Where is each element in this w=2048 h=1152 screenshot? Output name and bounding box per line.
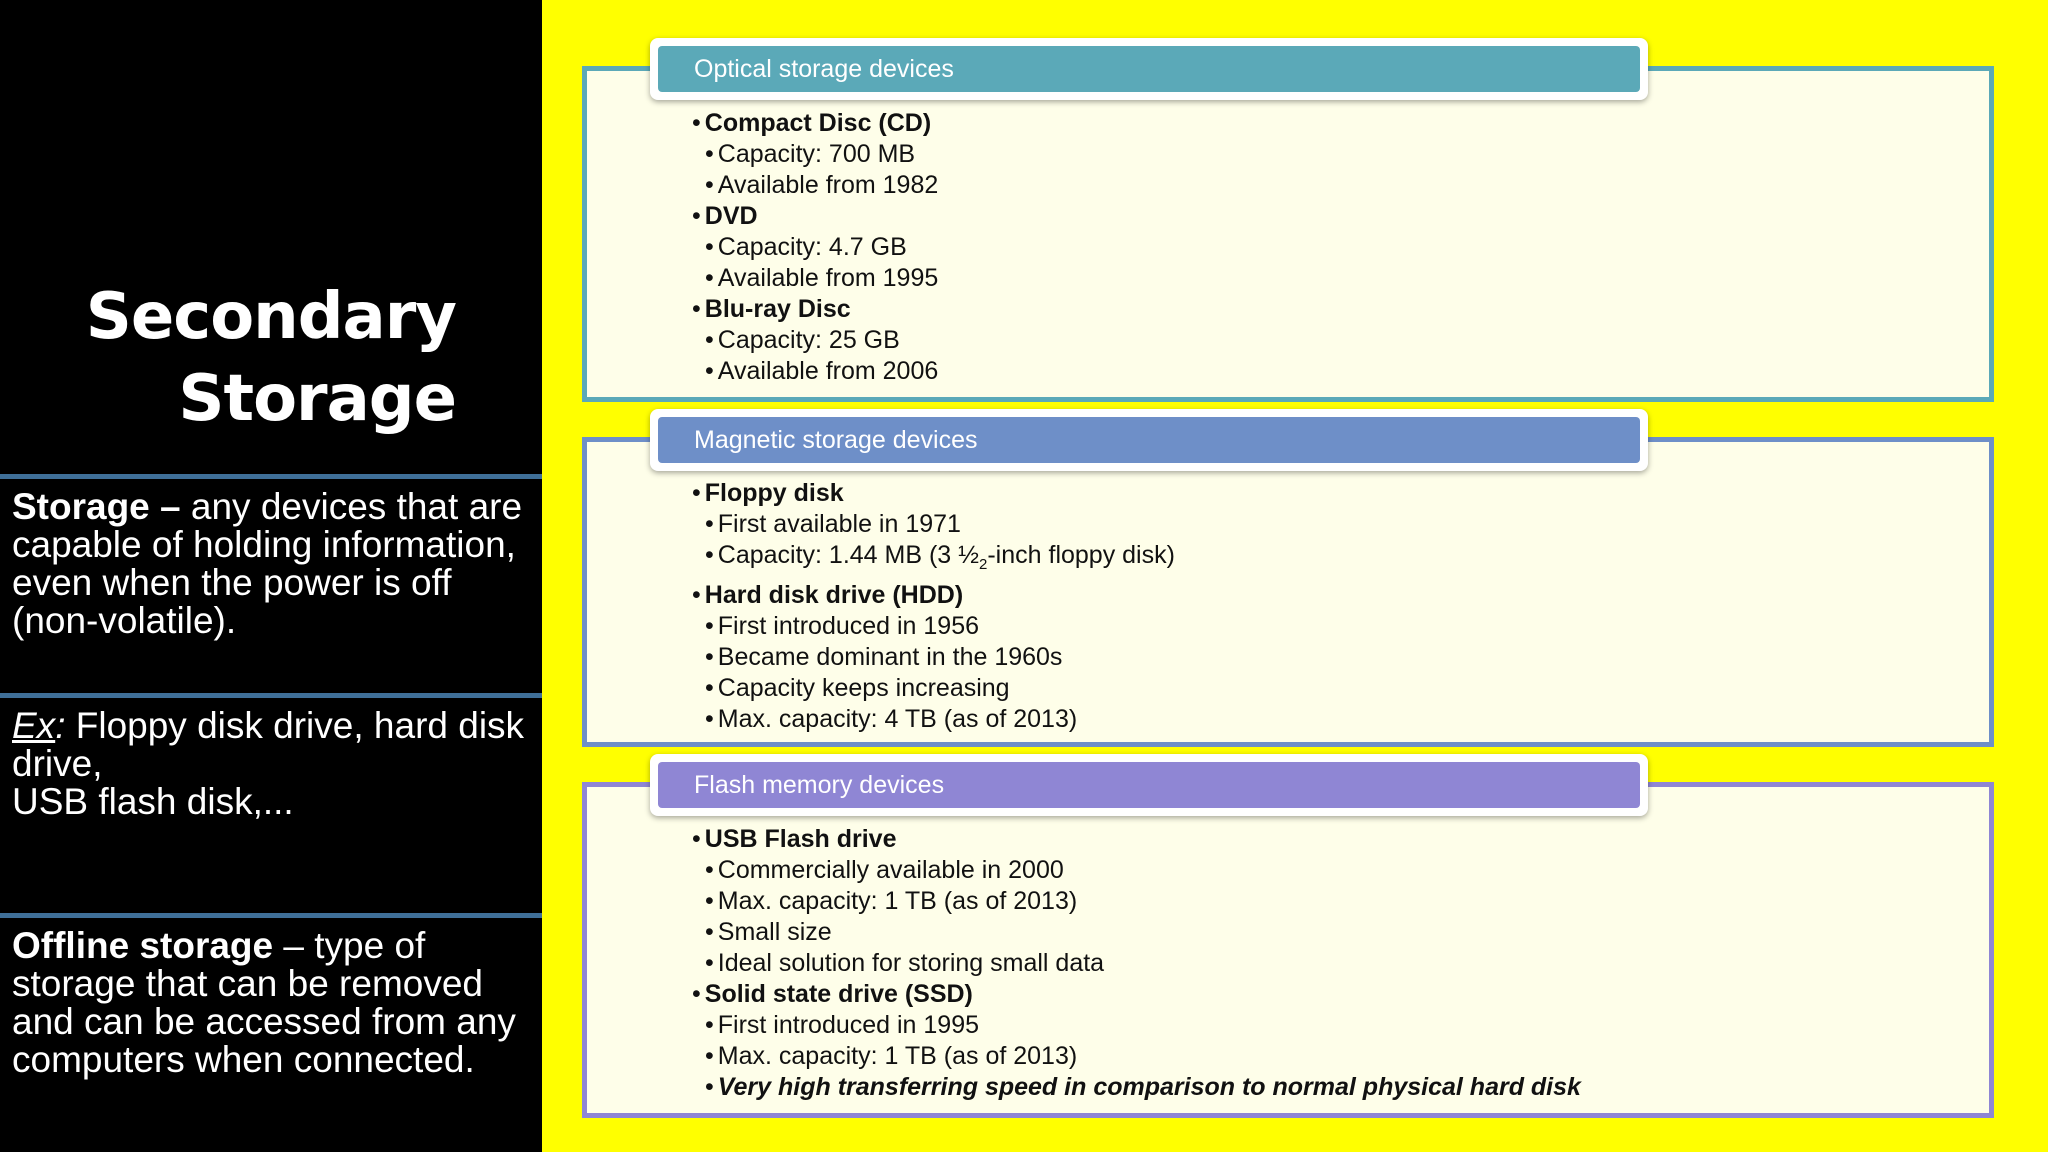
magnetic-header: Magnetic storage devices: [650, 409, 1648, 471]
optical-header-label: Optical storage devices: [658, 46, 1640, 92]
device-item: DVD: [692, 201, 938, 232]
optical-list: Compact Disc (CD)Capacity: 700 MBAvailab…: [692, 108, 939, 387]
example-line-2: USB flash disk,...: [12, 781, 294, 822]
device-detail: Capacity: 700 MB: [692, 139, 938, 170]
flash-list: USB Flash driveCommercially available in…: [692, 824, 1581, 1103]
device-detail: Available from 1995: [692, 263, 939, 294]
magnetic-list: Floppy diskFirst available in 1971Capaci…: [692, 478, 1175, 735]
device-detail: First introduced in 1956: [692, 611, 1175, 642]
device-item: Floppy disk: [692, 478, 1175, 509]
title-line-1: Secondary: [85, 280, 457, 354]
title-line-2: Storage: [178, 362, 457, 436]
magnetic-header-label: Magnetic storage devices: [658, 417, 1640, 463]
device-detail: Capacity: 25 GB: [692, 325, 938, 356]
device-detail: Small size: [692, 917, 1581, 948]
device-detail: Capacity keeps increasing: [692, 673, 1175, 704]
device-detail: First introduced in 1995: [692, 1010, 1581, 1041]
device-detail: First available in 1971: [692, 509, 1175, 540]
storage-term: Storage –: [12, 486, 181, 527]
device-detail: Ideal solution for storing small data: [692, 948, 1581, 979]
device-detail: Very high transferring speed in comparis…: [692, 1072, 1581, 1103]
storage-definition: Storage – any devices that are capable o…: [12, 488, 537, 640]
offline-text: – type of storage that can be removed an…: [12, 925, 516, 1080]
divider-1: [0, 474, 542, 479]
example-colon: :: [55, 705, 66, 746]
device-detail: Available from 2006: [692, 356, 939, 387]
divider-2: [0, 693, 542, 698]
example-line-1: Floppy disk drive, hard disk drive,: [12, 705, 525, 784]
device-detail: Max. capacity: 4 TB (as of 2013): [692, 704, 1175, 735]
device-item: Solid state drive (SSD): [692, 979, 1581, 1010]
device-detail: Capacity: 4.7 GB: [692, 232, 938, 263]
flash-header-label: Flash memory devices: [658, 762, 1640, 808]
device-item: USB Flash drive: [692, 824, 1581, 855]
example-text: Ex: Floppy disk drive, hard disk drive, …: [12, 707, 537, 821]
device-detail: Max. capacity: 1 TB (as of 2013): [692, 886, 1581, 917]
device-detail: Capacity: 1.44 MB (3 ½2-inch floppy disk…: [692, 540, 1175, 580]
device-detail: Available from 1982: [692, 170, 939, 201]
device-detail: Max. capacity: 1 TB (as of 2013): [692, 1041, 1581, 1072]
device-item: Blu-ray Disc: [692, 294, 938, 325]
storage-text: any devices that are capable of holding …: [12, 486, 523, 641]
device-item: Compact Disc (CD): [692, 108, 938, 139]
flash-header: Flash memory devices: [650, 754, 1648, 816]
offline-term: Offline storage: [12, 925, 274, 966]
left-sidebar: Secondary Storage Storage – any devices …: [0, 0, 542, 1152]
divider-3: [0, 913, 542, 918]
device-detail: Commercially available in 2000: [692, 855, 1581, 886]
device-detail: Became dominant in the 1960s: [692, 642, 1175, 673]
offline-definition: Offline storage – type of storage that c…: [12, 927, 537, 1079]
device-item: Hard disk drive (HDD): [692, 580, 1175, 611]
example-term: Ex: [12, 705, 56, 746]
optical-header: Optical storage devices: [650, 38, 1648, 100]
slide-title: Secondary Storage: [85, 276, 457, 440]
